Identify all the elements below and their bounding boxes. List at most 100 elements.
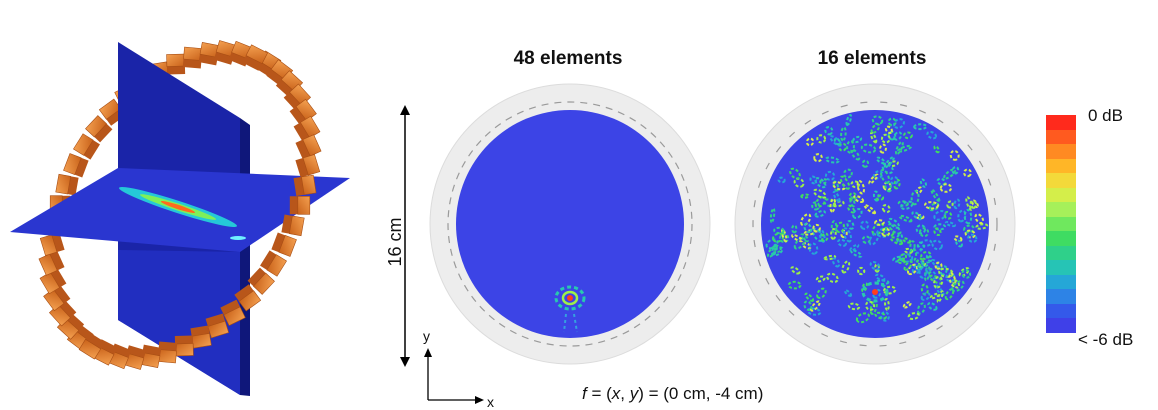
speckle-mark — [893, 118, 905, 129]
speckle-mark — [800, 193, 810, 199]
speckle-mark — [780, 228, 788, 243]
speckle-mark — [881, 204, 891, 214]
colorbar-max-label: 0 dB — [1088, 106, 1123, 125]
speckle-mark — [809, 175, 817, 185]
speckle-mark — [869, 131, 878, 144]
speckle-mark — [843, 289, 853, 297]
speckle-mark — [814, 210, 826, 218]
left-panel-title: 48 elements — [513, 48, 623, 69]
speckle-mark — [860, 143, 877, 154]
speckle-mark — [953, 198, 961, 210]
speckle-mark — [832, 257, 841, 268]
transducer-elements-front — [78, 59, 322, 370]
speckle-mark — [845, 114, 853, 126]
speckle-mark — [897, 144, 913, 153]
speckle-mark — [852, 135, 863, 144]
speckle-mark — [915, 186, 923, 195]
speckle-mark — [933, 210, 947, 221]
speckle-mark — [939, 183, 953, 193]
transducer-element — [295, 134, 322, 160]
colorbar-segment — [1046, 289, 1076, 304]
speckle-mark — [951, 280, 965, 293]
speckle-mark — [765, 238, 779, 250]
speckle-mark — [803, 300, 813, 311]
speckle-mark — [772, 232, 785, 243]
colorbar-min-label: < -6 dB — [1078, 330, 1134, 349]
dimension-arrow — [400, 105, 410, 367]
speckle-mark — [944, 221, 956, 228]
speckle-mark — [955, 239, 963, 248]
speckle-mark — [949, 149, 960, 161]
speckle-mark — [946, 200, 954, 209]
speckle-mark — [846, 220, 855, 230]
speckle-mark — [915, 224, 927, 235]
speckle-mark — [967, 233, 978, 243]
speckle-mark — [821, 232, 829, 242]
speckle-mark — [819, 178, 828, 185]
speckle-mark — [953, 235, 963, 243]
colorbar — [1046, 115, 1076, 333]
colorbar-segment — [1046, 216, 1076, 232]
speckle-mark — [803, 222, 813, 234]
speckle-mark — [887, 117, 897, 127]
speckle-mark — [861, 282, 868, 293]
speckle-mark — [904, 247, 913, 254]
transducer-element — [174, 335, 194, 357]
speckle-mark — [907, 312, 920, 321]
right-panel-title: 16 elements — [817, 48, 927, 69]
speckle-mark — [818, 228, 826, 243]
transducer-element — [55, 173, 79, 196]
colorbar-segment — [1046, 115, 1076, 130]
speckle-mark — [850, 249, 863, 258]
colorbar-segment — [1046, 303, 1076, 319]
coordinate-axes — [424, 348, 484, 404]
speckle-mark — [903, 131, 913, 140]
speckle-mark — [896, 233, 903, 243]
speckle-mark — [888, 223, 902, 235]
speckle-mark — [769, 207, 776, 224]
field-streak-edge — [230, 236, 246, 240]
speckle-mark — [839, 175, 851, 190]
speckle-mark — [791, 233, 804, 243]
vertical-slice-plane-front — [240, 118, 250, 396]
field-map-48-elements — [429, 83, 711, 365]
speckle-mark — [800, 233, 810, 243]
transducer-element — [213, 40, 238, 65]
speckle-mark — [919, 178, 928, 188]
speckle-mark — [968, 200, 978, 210]
speckle-mark — [804, 292, 815, 302]
colorbar-segment — [1046, 318, 1076, 333]
speckle-mark — [848, 192, 858, 201]
speckle-mark — [944, 288, 955, 301]
speckle-mark — [919, 227, 930, 238]
speckle-mark — [943, 168, 956, 180]
transducer-element — [260, 250, 287, 277]
speckle-mark — [883, 155, 895, 169]
speckle-mark — [975, 223, 989, 230]
speckle-mark — [853, 195, 865, 203]
speckle-mark — [840, 229, 848, 239]
transducer-element — [38, 250, 65, 276]
speckle-mark — [830, 220, 838, 234]
speckle-mark — [920, 250, 932, 260]
speckle-mark — [830, 228, 837, 240]
speckle-mark — [829, 135, 843, 147]
transducer-ring-illustration — [10, 40, 350, 396]
colorbar-segment — [1046, 173, 1076, 188]
speckle-mark — [816, 287, 827, 299]
speckle-mark — [837, 238, 847, 247]
speckle-mark — [856, 179, 865, 195]
speckle-mark — [808, 242, 819, 255]
speckle-mark — [875, 273, 886, 282]
speckle-mark — [847, 302, 861, 311]
speckle-mark — [889, 236, 904, 246]
transducer-element — [234, 284, 262, 312]
focus-formula: f = (x, y) = (0 cm, -4 cm) — [582, 384, 764, 403]
speckle-mark — [883, 285, 897, 295]
speckle-mark — [849, 243, 860, 252]
speckle-mark — [916, 302, 926, 315]
horizontal-slice-plane-lower — [118, 250, 240, 395]
x-axis-label: x — [487, 394, 494, 410]
speckle-mark — [900, 200, 914, 210]
colorbar-segment — [1046, 129, 1076, 145]
